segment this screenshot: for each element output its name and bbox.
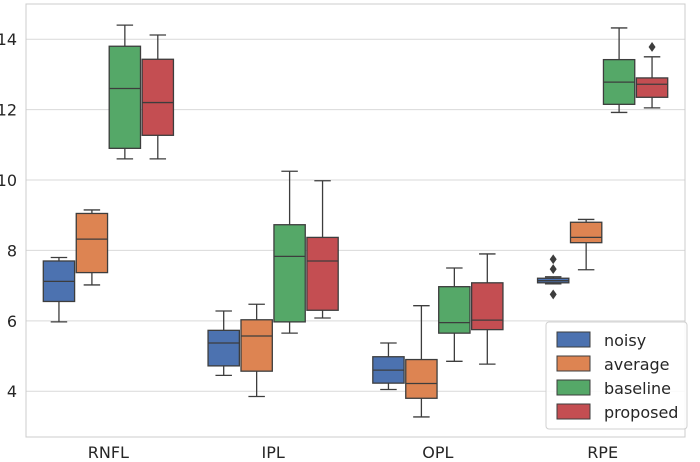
iqr-box xyxy=(207,329,241,367)
box-baseline-rnfl xyxy=(108,24,142,160)
outlier-marker xyxy=(648,42,656,52)
box-average-rnfl xyxy=(75,209,109,286)
iqr-box xyxy=(405,358,438,399)
outlier-marker xyxy=(549,254,557,265)
box-average-rpe xyxy=(569,218,603,271)
outlier-marker xyxy=(549,264,557,274)
legend-label: noisy xyxy=(604,331,646,350)
series-baseline xyxy=(108,24,636,362)
y-tick-labels: 4 6 8 10 12 14 xyxy=(0,30,17,401)
series-average xyxy=(75,209,603,418)
iqr-box xyxy=(306,236,339,311)
legend-swatch xyxy=(556,331,591,348)
legend: noisy average baseline proposed xyxy=(545,321,688,430)
iqr-box xyxy=(108,45,142,149)
x-tick-labels: RNFL IPL OPL RPE xyxy=(88,443,618,462)
iqr-box xyxy=(240,319,273,372)
iqr-box xyxy=(141,58,175,136)
legend-swatch xyxy=(556,379,591,396)
x-tick-label: OPL xyxy=(422,443,453,462)
y-tick-label: 14 xyxy=(0,30,17,49)
iqr-box xyxy=(273,224,306,323)
box-baseline-rpe xyxy=(602,27,636,114)
y-tick-label: 8 xyxy=(7,241,17,260)
box-proposed-rpe xyxy=(635,42,669,109)
box-average-opl xyxy=(405,305,438,418)
x-tick-label: RPE xyxy=(587,443,618,462)
iqr-box xyxy=(569,221,603,244)
y-tick-label: 4 xyxy=(7,382,17,401)
box-noisy-opl xyxy=(372,342,405,391)
y-gridlines xyxy=(26,38,685,392)
outlier-marker xyxy=(549,289,557,300)
iqr-box xyxy=(470,282,504,331)
x-tick-label: RNFL xyxy=(88,443,129,462)
plot-frame xyxy=(25,3,686,438)
legend-swatch xyxy=(556,403,591,420)
legend-frame xyxy=(545,321,688,430)
y-tick-label: 10 xyxy=(0,171,17,190)
box-noisy-ipl xyxy=(207,310,241,377)
x-tick-label: IPL xyxy=(261,443,284,462)
y-tick-label: 12 xyxy=(0,101,17,120)
box-proposed-rnfl xyxy=(141,34,175,160)
legend-label: proposed xyxy=(604,403,678,422)
legend-swatch xyxy=(556,355,591,372)
box-average-ipl xyxy=(240,303,273,398)
box-baseline-opl xyxy=(438,267,471,362)
box-proposed-ipl xyxy=(306,180,339,319)
legend-label: average xyxy=(604,355,670,374)
y-tick-label: 6 xyxy=(7,312,17,331)
iqr-box xyxy=(438,286,471,334)
box-series xyxy=(42,24,669,418)
series-noisy xyxy=(42,254,570,391)
box-baseline-ipl xyxy=(273,170,306,334)
series-proposed xyxy=(141,34,669,365)
iqr-box xyxy=(635,77,669,98)
iqr-box xyxy=(75,212,109,274)
box-noisy-rpe xyxy=(536,254,570,300)
box-proposed-opl xyxy=(470,253,504,365)
box-noisy-rnfl xyxy=(42,256,76,323)
legend-label: baseline xyxy=(604,379,671,398)
